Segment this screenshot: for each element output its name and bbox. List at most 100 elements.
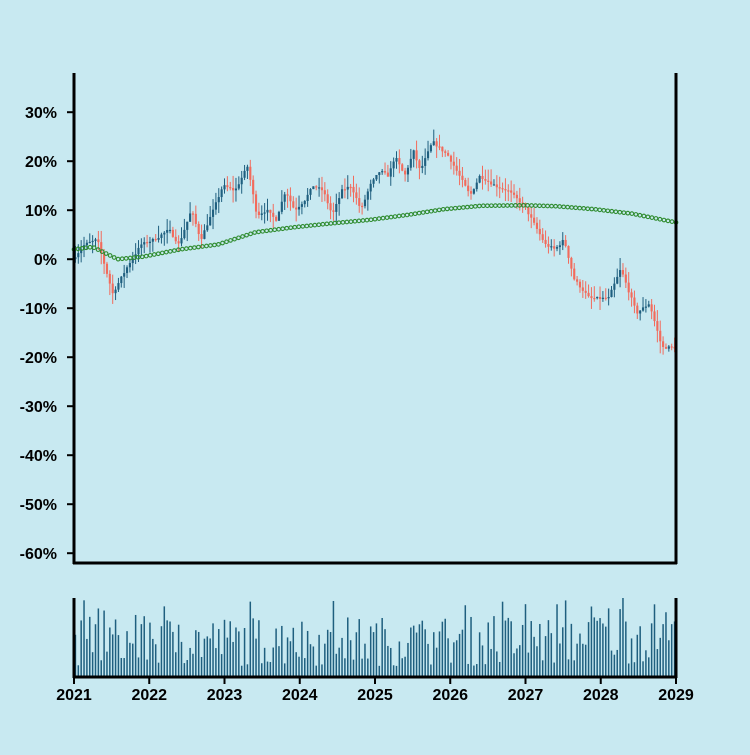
candle-body (203, 230, 206, 239)
candle (320, 176, 324, 203)
candle-body (346, 186, 349, 190)
candle (252, 175, 255, 204)
volume-bar (258, 620, 260, 676)
candle-body (504, 189, 507, 191)
candle-body (217, 197, 220, 203)
volume-bar (283, 663, 286, 676)
moving-average-point (481, 203, 486, 209)
moving-average-point (328, 221, 334, 226)
volume-bar (149, 622, 151, 676)
volume-bar (478, 632, 481, 676)
moving-average-point (537, 203, 542, 209)
candle-body (639, 310, 642, 314)
volume-bar (272, 647, 274, 676)
candle-body (229, 187, 232, 189)
candle-body (386, 172, 389, 177)
volume-bar (507, 617, 510, 676)
moving-average-point (103, 251, 109, 256)
candle (449, 154, 453, 170)
candle-body (664, 346, 668, 349)
candle-body (275, 216, 278, 221)
volume-bar (418, 624, 421, 676)
candle-body (246, 166, 249, 171)
candle-body (197, 223, 200, 235)
volume-bar (361, 658, 363, 676)
candle-body (510, 190, 513, 193)
candle-body (596, 296, 599, 299)
candle (166, 219, 169, 244)
candle (292, 196, 295, 209)
candle (630, 288, 633, 307)
moving-average-point (232, 236, 237, 242)
x-tick-label: 2026 (432, 687, 468, 704)
candle (435, 138, 438, 158)
candle (392, 157, 395, 178)
moving-average-point (376, 216, 382, 221)
candle-body (667, 346, 670, 349)
candle (346, 175, 349, 200)
moving-average-point (489, 203, 494, 209)
volume-bar (510, 621, 512, 676)
candle (444, 149, 447, 157)
candle (558, 241, 561, 255)
candle-body (392, 161, 395, 169)
volume-bar (352, 659, 355, 676)
moving-average-point (448, 206, 454, 211)
moving-average-point (240, 234, 245, 239)
volume-bar (424, 629, 426, 676)
candle-body (527, 207, 530, 215)
candle (85, 239, 88, 250)
candle-body (616, 276, 619, 284)
candle-body (535, 222, 539, 229)
candle (171, 226, 174, 238)
volume-bar (197, 631, 200, 676)
candles-layer (74, 129, 676, 355)
volume-bar (648, 657, 650, 676)
candle-body (283, 194, 286, 202)
candle (223, 178, 226, 194)
candle (498, 176, 501, 199)
candle-body (372, 179, 375, 184)
volume-bar (567, 659, 570, 676)
candle (140, 238, 143, 257)
candle-body (286, 194, 289, 196)
volume-bar (263, 647, 266, 676)
candle (596, 296, 599, 300)
volume-bar (129, 642, 131, 676)
candle (426, 140, 430, 161)
candle (386, 164, 389, 177)
moving-average-point (653, 216, 659, 221)
moving-average-point (472, 203, 478, 209)
moving-average-point (569, 205, 575, 210)
candle-body (329, 203, 332, 211)
volume-bar (547, 620, 550, 676)
candle-body (455, 165, 458, 171)
candle-body (601, 297, 604, 299)
volume-bar (252, 618, 254, 676)
moving-average-point (312, 222, 318, 228)
volume-bar (602, 623, 604, 676)
candle (263, 202, 266, 224)
candle-body (647, 304, 650, 307)
candle (664, 343, 668, 350)
candle-body (211, 209, 215, 217)
candle-body (518, 198, 521, 203)
moving-average-point (292, 224, 298, 230)
candle-body (641, 307, 645, 311)
candle (209, 205, 212, 226)
volume-bar (498, 661, 501, 676)
volume-bar (106, 651, 108, 676)
candle (478, 174, 481, 184)
candle-body (280, 201, 283, 212)
candle-body (581, 287, 584, 291)
candle (490, 169, 493, 187)
candle-body (421, 165, 424, 168)
moving-average-point (320, 221, 326, 227)
volume-bar (180, 641, 183, 676)
volume-bar (590, 606, 593, 676)
volume-bar (212, 623, 214, 676)
volume-bar (450, 662, 452, 676)
volume-bar (77, 665, 80, 676)
candle-body (653, 311, 656, 322)
candle-body (644, 306, 647, 308)
